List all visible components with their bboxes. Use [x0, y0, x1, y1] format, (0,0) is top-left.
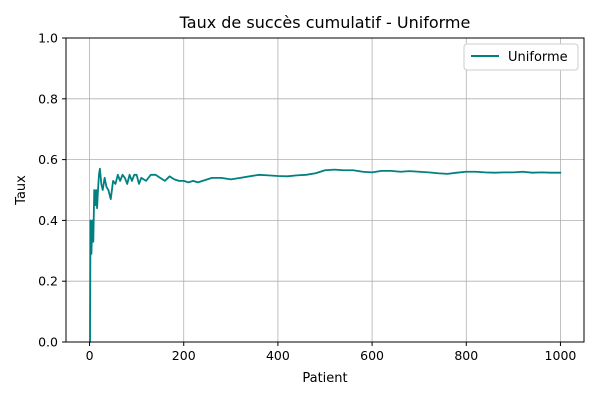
legend-label-uniforme: Uniforme [508, 50, 568, 65]
series-layer [89, 167, 562, 343]
legend: Uniforme [463, 43, 579, 71]
plot-frame [65, 37, 585, 343]
x-tick-label: 800 [454, 348, 478, 363]
x-axis-label: Patient [302, 371, 347, 386]
y-tick-label: 0.4 [38, 213, 58, 228]
axis-ticks: 0 200 400 600 800 1000 0.0 0.2 0.4 0.6 0.8 1.0 [38, 31, 576, 364]
x-tick-label: 1000 [545, 348, 577, 363]
x-tick-label: 600 [360, 348, 384, 363]
y-tick-label: 0.6 [38, 152, 58, 167]
x-tick-label: 200 [172, 348, 196, 363]
y-tick-label: 0.8 [38, 91, 58, 106]
y-tick-label: 1.0 [38, 31, 58, 46]
series-line-uniforme [89, 167, 562, 343]
y-tick-label: 0.0 [38, 335, 58, 350]
y-tick-label: 0.2 [38, 274, 58, 289]
legend-box [463, 43, 579, 71]
x-tick-label: 0 [86, 348, 94, 363]
y-axis-label: Taux [14, 175, 29, 206]
x-tick-label: 400 [266, 348, 290, 363]
chart-title: Taux de succès cumulatif - Uniforme [179, 13, 471, 32]
